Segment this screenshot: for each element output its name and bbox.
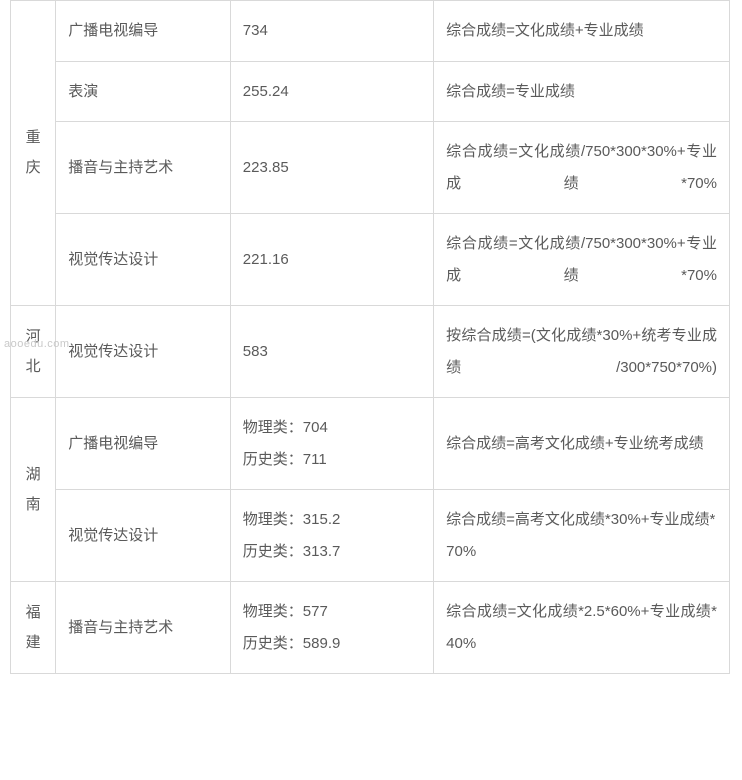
score-cell: 物理类：577历史类：589.9: [230, 582, 433, 674]
major-cell: 视觉传达设计: [56, 306, 231, 398]
major-cell: 广播电视编导: [56, 398, 231, 490]
score-cell: 物理类：315.2历史类：313.7: [230, 490, 433, 582]
formula-cell: 综合成绩=文化成绩/750*300*30%+专业成绩*70%: [434, 214, 730, 306]
formula-cell: 综合成绩=专业成绩: [434, 61, 730, 122]
score-cell: 255.24: [230, 61, 433, 122]
score-cell: 223.85: [230, 122, 433, 214]
formula-cell: 综合成绩=文化成绩*2.5*60%+专业成绩*40%: [434, 582, 730, 674]
province-cell: 河北: [11, 306, 56, 398]
major-cell: 视觉传达设计: [56, 214, 231, 306]
formula-cell: 综合成绩=高考文化成绩*30%+专业成绩*70%: [434, 490, 730, 582]
table-body: 重庆 广播电视编导 734 综合成绩=文化成绩+专业成绩 表演 255.24 综…: [11, 1, 730, 674]
table-row: 视觉传达设计 221.16 综合成绩=文化成绩/750*300*30%+专业成绩…: [11, 214, 730, 306]
formula-cell: 综合成绩=文化成绩/750*300*30%+专业成绩*70%: [434, 122, 730, 214]
major-cell: 播音与主持艺术: [56, 582, 231, 674]
province-cell: 湖南: [11, 398, 56, 582]
score-cell: 583: [230, 306, 433, 398]
score-cell: 221.16: [230, 214, 433, 306]
table-row: 表演 255.24 综合成绩=专业成绩: [11, 61, 730, 122]
table-row: 湖南 广播电视编导 物理类：704历史类：711 综合成绩=高考文化成绩+专业统…: [11, 398, 730, 490]
province-cell: 重庆: [11, 1, 56, 306]
major-cell: 播音与主持艺术: [56, 122, 231, 214]
major-cell: 广播电视编导: [56, 1, 231, 62]
major-cell: 视觉传达设计: [56, 490, 231, 582]
admission-scores-table: 重庆 广播电视编导 734 综合成绩=文化成绩+专业成绩 表演 255.24 综…: [10, 0, 730, 674]
score-cell: 物理类：704历史类：711: [230, 398, 433, 490]
formula-cell: 按综合成绩=(文化成绩*30%+统考专业成绩/300*750*70%): [434, 306, 730, 398]
table-row: 视觉传达设计 物理类：315.2历史类：313.7 综合成绩=高考文化成绩*30…: [11, 490, 730, 582]
formula-cell: 综合成绩=文化成绩+专业成绩: [434, 1, 730, 62]
table-row: 重庆 广播电视编导 734 综合成绩=文化成绩+专业成绩: [11, 1, 730, 62]
province-cell: 福建: [11, 582, 56, 674]
table-row: 河北 视觉传达设计 583 按综合成绩=(文化成绩*30%+统考专业成绩/300…: [11, 306, 730, 398]
major-cell: 表演: [56, 61, 231, 122]
formula-cell: 综合成绩=高考文化成绩+专业统考成绩: [434, 398, 730, 490]
score-cell: 734: [230, 1, 433, 62]
table-row: 福建 播音与主持艺术 物理类：577历史类：589.9 综合成绩=文化成绩*2.…: [11, 582, 730, 674]
table-row: 播音与主持艺术 223.85 综合成绩=文化成绩/750*300*30%+专业成…: [11, 122, 730, 214]
